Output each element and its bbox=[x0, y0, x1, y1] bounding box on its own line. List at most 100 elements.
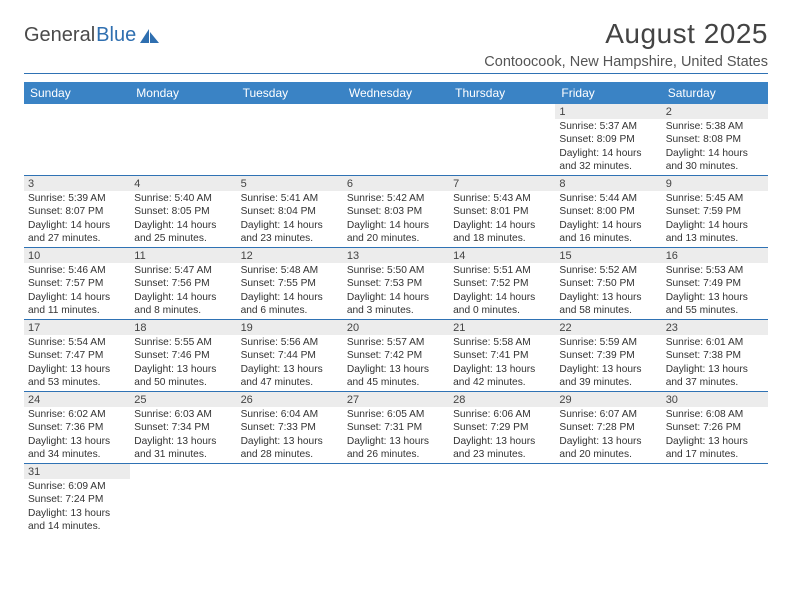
sunrise-line: Sunrise: 5:53 AM bbox=[666, 264, 764, 277]
daylight-line: Daylight: 13 hours and 26 minutes. bbox=[347, 435, 445, 462]
cell-body: Sunrise: 5:50 AMSunset: 7:53 PMDaylight:… bbox=[343, 263, 449, 319]
daylight-line: Daylight: 14 hours and 25 minutes. bbox=[134, 219, 232, 246]
daylight-line: Daylight: 14 hours and 0 minutes. bbox=[453, 291, 551, 318]
sunrise-line: Sunrise: 5:48 AM bbox=[241, 264, 339, 277]
cell-body bbox=[343, 119, 449, 122]
calendar-cell: 16Sunrise: 5:53 AMSunset: 7:49 PMDayligh… bbox=[662, 248, 768, 319]
calendar-cell: 25Sunrise: 6:03 AMSunset: 7:34 PMDayligh… bbox=[130, 392, 236, 463]
sunrise-line: Sunrise: 6:02 AM bbox=[28, 408, 126, 421]
day-number: 14 bbox=[449, 248, 555, 263]
day-number bbox=[24, 104, 130, 119]
sunset-line: Sunset: 7:29 PM bbox=[453, 421, 551, 434]
daylight-line: Daylight: 14 hours and 16 minutes. bbox=[559, 219, 657, 246]
daylight-line: Daylight: 14 hours and 8 minutes. bbox=[134, 291, 232, 318]
cell-body: Sunrise: 5:46 AMSunset: 7:57 PMDaylight:… bbox=[24, 263, 130, 319]
cell-body bbox=[24, 119, 130, 122]
calendar-cell: 28Sunrise: 6:06 AMSunset: 7:29 PMDayligh… bbox=[449, 392, 555, 463]
cell-body bbox=[237, 119, 343, 122]
sunset-line: Sunset: 7:52 PM bbox=[453, 277, 551, 290]
cell-body: Sunrise: 6:05 AMSunset: 7:31 PMDaylight:… bbox=[343, 407, 449, 463]
calendar-row: 1Sunrise: 5:37 AMSunset: 8:09 PMDaylight… bbox=[24, 104, 768, 176]
sunset-line: Sunset: 7:42 PM bbox=[347, 349, 445, 362]
calendar-cell: 21Sunrise: 5:58 AMSunset: 7:41 PMDayligh… bbox=[449, 320, 555, 391]
calendar-cell-empty bbox=[130, 464, 236, 535]
sunrise-line: Sunrise: 5:41 AM bbox=[241, 192, 339, 205]
day-number: 25 bbox=[130, 392, 236, 407]
daylight-line: Daylight: 13 hours and 47 minutes. bbox=[241, 363, 339, 390]
sunrise-line: Sunrise: 5:40 AM bbox=[134, 192, 232, 205]
day-number: 29 bbox=[555, 392, 661, 407]
calendar-cell: 27Sunrise: 6:05 AMSunset: 7:31 PMDayligh… bbox=[343, 392, 449, 463]
calendar-cell-empty bbox=[237, 464, 343, 535]
sunrise-line: Sunrise: 5:47 AM bbox=[134, 264, 232, 277]
calendar-cell: 18Sunrise: 5:55 AMSunset: 7:46 PMDayligh… bbox=[130, 320, 236, 391]
cell-body: Sunrise: 6:03 AMSunset: 7:34 PMDaylight:… bbox=[130, 407, 236, 463]
calendar-cell: 14Sunrise: 5:51 AMSunset: 7:52 PMDayligh… bbox=[449, 248, 555, 319]
day-number: 6 bbox=[343, 176, 449, 191]
sunset-line: Sunset: 7:31 PM bbox=[347, 421, 445, 434]
daylight-line: Daylight: 14 hours and 3 minutes. bbox=[347, 291, 445, 318]
day-number: 23 bbox=[662, 320, 768, 335]
day-number bbox=[343, 464, 449, 479]
sunset-line: Sunset: 7:59 PM bbox=[666, 205, 764, 218]
calendar-cell: 12Sunrise: 5:48 AMSunset: 7:55 PMDayligh… bbox=[237, 248, 343, 319]
cell-body: Sunrise: 5:55 AMSunset: 7:46 PMDaylight:… bbox=[130, 335, 236, 391]
sunrise-line: Sunrise: 5:55 AM bbox=[134, 336, 232, 349]
day-number: 10 bbox=[24, 248, 130, 263]
calendar-cell-empty bbox=[343, 464, 449, 535]
page-subtitle: Contoocook, New Hampshire, United States bbox=[24, 54, 768, 74]
sunrise-line: Sunrise: 5:50 AM bbox=[347, 264, 445, 277]
sunset-line: Sunset: 8:08 PM bbox=[666, 133, 764, 146]
sunset-line: Sunset: 7:44 PM bbox=[241, 349, 339, 362]
sunset-line: Sunset: 7:26 PM bbox=[666, 421, 764, 434]
day-number: 26 bbox=[237, 392, 343, 407]
day-number: 12 bbox=[237, 248, 343, 263]
sunset-line: Sunset: 8:05 PM bbox=[134, 205, 232, 218]
day-number: 11 bbox=[130, 248, 236, 263]
day-number: 1 bbox=[555, 104, 661, 119]
cell-body: Sunrise: 6:01 AMSunset: 7:38 PMDaylight:… bbox=[662, 335, 768, 391]
cell-body: Sunrise: 6:02 AMSunset: 7:36 PMDaylight:… bbox=[24, 407, 130, 463]
calendar-row: 3Sunrise: 5:39 AMSunset: 8:07 PMDaylight… bbox=[24, 176, 768, 248]
calendar-cell-empty bbox=[449, 464, 555, 535]
cell-body: Sunrise: 5:47 AMSunset: 7:56 PMDaylight:… bbox=[130, 263, 236, 319]
sunset-line: Sunset: 7:39 PM bbox=[559, 349, 657, 362]
calendar-cell: 31Sunrise: 6:09 AMSunset: 7:24 PMDayligh… bbox=[24, 464, 130, 535]
sunset-line: Sunset: 7:57 PM bbox=[28, 277, 126, 290]
sunrise-line: Sunrise: 5:45 AM bbox=[666, 192, 764, 205]
sunrise-line: Sunrise: 6:04 AM bbox=[241, 408, 339, 421]
cell-body bbox=[449, 119, 555, 122]
daylight-line: Daylight: 13 hours and 34 minutes. bbox=[28, 435, 126, 462]
day-number: 31 bbox=[24, 464, 130, 479]
sunset-line: Sunset: 8:01 PM bbox=[453, 205, 551, 218]
sunset-line: Sunset: 7:50 PM bbox=[559, 277, 657, 290]
day-number bbox=[662, 464, 768, 479]
day-number: 24 bbox=[24, 392, 130, 407]
cell-body bbox=[237, 479, 343, 482]
calendar-cell: 3Sunrise: 5:39 AMSunset: 8:07 PMDaylight… bbox=[24, 176, 130, 247]
daylight-line: Daylight: 14 hours and 30 minutes. bbox=[666, 147, 764, 174]
cell-body: Sunrise: 5:38 AMSunset: 8:08 PMDaylight:… bbox=[662, 119, 768, 175]
calendar-header-sunday: Sunday bbox=[24, 82, 130, 104]
cell-body: Sunrise: 5:45 AMSunset: 7:59 PMDaylight:… bbox=[662, 191, 768, 247]
cell-body: Sunrise: 5:56 AMSunset: 7:44 PMDaylight:… bbox=[237, 335, 343, 391]
day-number: 16 bbox=[662, 248, 768, 263]
calendar-cell: 4Sunrise: 5:40 AMSunset: 8:05 PMDaylight… bbox=[130, 176, 236, 247]
sunrise-line: Sunrise: 6:07 AM bbox=[559, 408, 657, 421]
page-title: August 2025 bbox=[605, 18, 768, 50]
sunrise-line: Sunrise: 5:37 AM bbox=[559, 120, 657, 133]
sunset-line: Sunset: 7:46 PM bbox=[134, 349, 232, 362]
daylight-line: Daylight: 14 hours and 32 minutes. bbox=[559, 147, 657, 174]
day-number: 7 bbox=[449, 176, 555, 191]
cell-body: Sunrise: 6:04 AMSunset: 7:33 PMDaylight:… bbox=[237, 407, 343, 463]
sunrise-line: Sunrise: 5:54 AM bbox=[28, 336, 126, 349]
cell-body: Sunrise: 5:54 AMSunset: 7:47 PMDaylight:… bbox=[24, 335, 130, 391]
daylight-line: Daylight: 13 hours and 23 minutes. bbox=[453, 435, 551, 462]
calendar: SundayMondayTuesdayWednesdayThursdayFrid… bbox=[24, 82, 768, 535]
calendar-cell-empty bbox=[449, 104, 555, 175]
daylight-line: Daylight: 13 hours and 14 minutes. bbox=[28, 507, 126, 534]
sunset-line: Sunset: 7:53 PM bbox=[347, 277, 445, 290]
daylight-line: Daylight: 14 hours and 23 minutes. bbox=[241, 219, 339, 246]
daylight-line: Daylight: 14 hours and 13 minutes. bbox=[666, 219, 764, 246]
sunset-line: Sunset: 8:07 PM bbox=[28, 205, 126, 218]
